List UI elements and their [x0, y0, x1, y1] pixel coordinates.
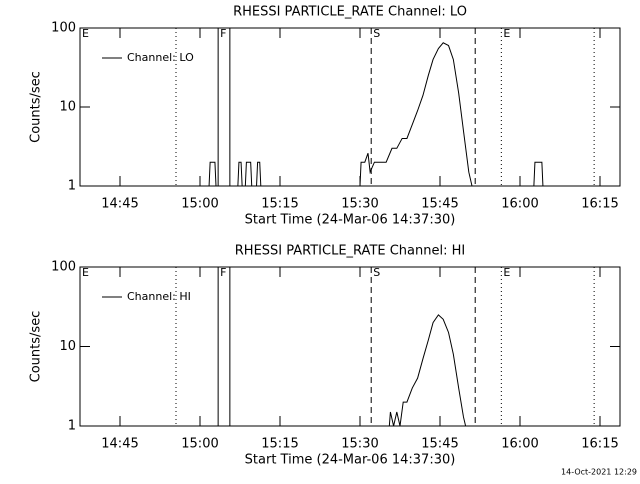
- flag-label: S: [373, 266, 380, 279]
- x-tick-label: 15:45: [421, 197, 458, 212]
- y-tick-label: 100: [51, 260, 76, 275]
- x-tick-label: 15:30: [341, 437, 378, 452]
- flag-label: E: [503, 27, 510, 40]
- flag-label: E: [503, 266, 510, 279]
- flag-label: S: [373, 27, 380, 40]
- x-tick-label: 14:45: [101, 197, 138, 212]
- x-tick-label: 15:15: [261, 197, 298, 212]
- x-tick-label: 15:00: [181, 437, 218, 452]
- x-tick-label: 15:45: [421, 437, 458, 452]
- x-axis-label: Start Time (24-Mar-06 14:37:30): [245, 213, 456, 228]
- x-tick-label: 15:30: [341, 197, 378, 212]
- y-axis-label: Counts/sec: [29, 71, 44, 143]
- x-tick-label: 16:15: [581, 437, 618, 452]
- x-axis-label: Start Time (24-Mar-06 14:37:30): [245, 453, 456, 468]
- legend-label: Channel: LO: [127, 51, 194, 64]
- data-line: [80, 42, 620, 187]
- data-line: [80, 314, 620, 427]
- y-axis-label: Counts/sec: [29, 311, 44, 383]
- y-tick-label: 1: [68, 179, 76, 194]
- y-tick-label: 1: [68, 419, 76, 434]
- footer-timestamp: 14-Oct-2021 12:29: [561, 468, 637, 477]
- y-tick-label: 100: [51, 21, 76, 36]
- flag-label: F: [220, 27, 226, 40]
- x-tick-label: 16:00: [501, 437, 538, 452]
- x-tick-label: 15:15: [261, 437, 298, 452]
- y-tick-label: 10: [59, 100, 76, 115]
- flag-label: F: [220, 266, 226, 279]
- chart-title: RHESSI PARTICLE_RATE Channel: HI: [235, 244, 465, 259]
- flag-label: E: [82, 27, 89, 40]
- x-tick-label: 16:00: [501, 197, 538, 212]
- x-tick-label: 16:15: [581, 197, 618, 212]
- chart-title: RHESSI PARTICLE_RATE Channel: LO: [233, 5, 467, 20]
- flag-label: E: [82, 266, 89, 279]
- y-tick-label: 10: [59, 339, 76, 354]
- x-tick-label: 15:00: [181, 197, 218, 212]
- x-tick-label: 14:45: [101, 437, 138, 452]
- legend-label: Channel: HI: [127, 290, 191, 303]
